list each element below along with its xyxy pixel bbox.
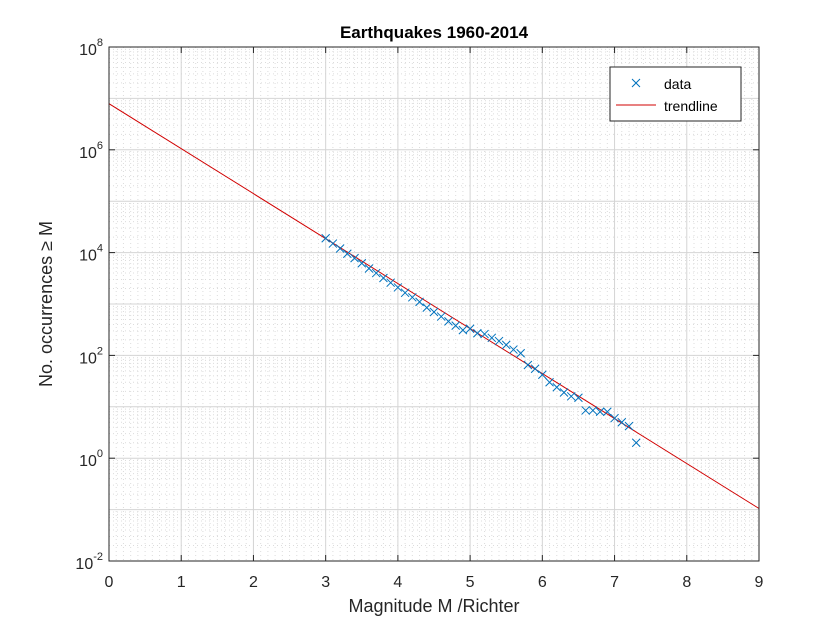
data-point [566,391,576,401]
x-tick-label: 9 [755,574,764,591]
data-point [415,297,424,307]
x-tick-label: 8 [682,574,691,591]
y-axis-label: No. occurrences ≥ M [36,221,56,387]
plot-frame [108,46,760,562]
data-point [523,360,533,370]
data-point [610,413,619,423]
y-tick-label: 10-2 [75,551,103,573]
data-point [335,244,345,253]
data-point [371,268,381,278]
data-point [407,292,417,302]
x-tick-label: 6 [538,574,547,591]
data-point [328,239,338,248]
data-point [581,406,591,415]
data-point [509,345,518,354]
legend-label-trendline: trendline [664,98,718,114]
legend: data trendline [609,66,742,122]
legend-marker-data [631,78,641,88]
data-point [559,388,569,397]
data-point [386,278,396,288]
data-point [393,283,403,292]
data-point [631,438,641,448]
data-point [588,406,598,415]
x-axis-label: Magnitude M /Richter [348,596,519,616]
data-point [422,303,432,312]
data-point [494,336,504,346]
axis-ticks: 0 1 2 3 4 5 6 7 8 9 10-2 100 102 104 106 108 [75,37,763,591]
data-point [472,328,482,338]
data-point [552,382,562,392]
y-tick-label: 108 [79,37,103,59]
trendline [108,103,760,509]
data-point [436,312,446,321]
legend-box [609,66,742,122]
x-tick-label: 2 [249,574,258,591]
data-point [501,340,511,350]
x-tick-label: 3 [321,574,330,591]
y-tick-label: 106 [79,140,103,162]
x-tick-label: 0 [105,574,114,591]
data-point [379,273,388,283]
data-point [530,364,540,374]
data-point [465,324,475,334]
legend-x-marker [631,78,641,88]
y-tick-label: 100 [79,448,103,470]
data-point [595,407,605,417]
data-point [487,333,497,343]
data-point [617,417,627,427]
data-point [444,316,453,326]
x-tick-label: 7 [610,574,619,591]
data-point [602,407,612,417]
y-tick-label: 104 [79,243,103,265]
x-tick-label: 1 [177,574,186,591]
data-point [350,253,359,263]
data-point [342,249,352,259]
data-point [364,264,374,273]
data-point [400,288,410,298]
legend-label-data: data [664,76,691,92]
chart-title: Earthquakes 1960-2014 [340,23,529,42]
x-tick-label: 5 [466,574,475,591]
data-point [537,370,547,380]
data-point [480,329,489,339]
x-tick-label: 4 [393,574,402,591]
data-point [451,321,461,330]
data-point [429,307,439,317]
data-point [516,348,526,358]
data-point [624,421,634,431]
data-point [574,393,583,403]
data-point [545,377,554,387]
data-point [321,233,331,243]
data-point [458,325,468,335]
data-point [357,258,367,268]
y-tick-label: 102 [79,345,103,367]
plot-series [108,103,760,509]
